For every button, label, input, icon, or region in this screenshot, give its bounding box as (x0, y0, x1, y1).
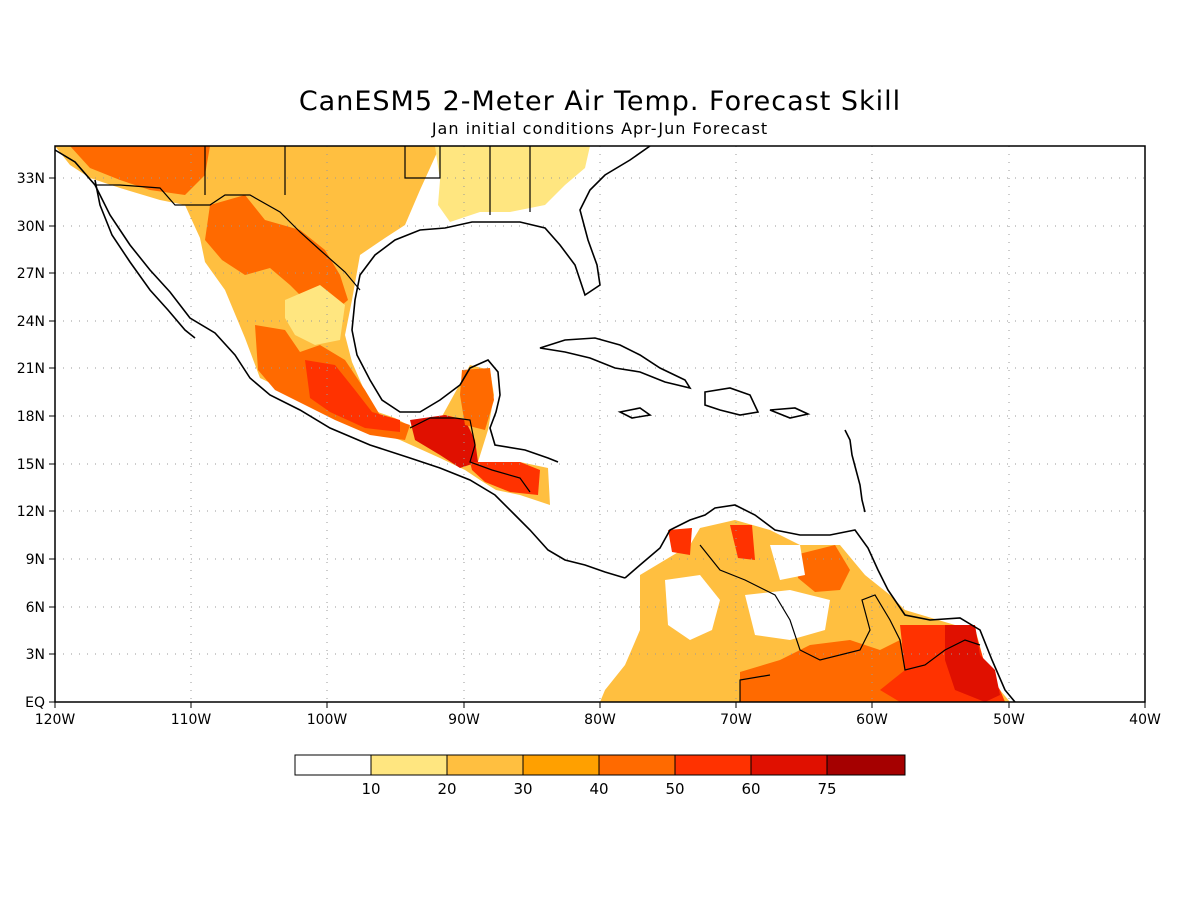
borders (95, 146, 981, 702)
map-title: CanESM5 2-Meter Air Temp. Forecast Skill (298, 86, 902, 117)
lon-label: 50W (993, 712, 1025, 728)
skill-region-low-skill-1 (665, 575, 720, 640)
skill-region-orinoco (795, 545, 850, 592)
lon-label: 90W (448, 712, 480, 728)
colorbar-label: 40 (589, 780, 608, 798)
colorbar-swatch (370, 754, 448, 776)
coast-cuba (539, 337, 692, 390)
colorbar-swatch (750, 754, 828, 776)
lon-label: 100W (307, 712, 348, 728)
lat-label: 15N (17, 457, 45, 473)
lat-label: 30N (17, 219, 45, 235)
skill-region-amapa (945, 625, 1000, 702)
skill-region-yucatan (460, 368, 494, 430)
colorbar-swatch (826, 754, 906, 776)
skill-region-honduras (470, 462, 540, 495)
skill-region-venezuela-peak (730, 525, 755, 560)
coast-lesser-antilles (844, 429, 866, 513)
colorbar-label: 10 (361, 780, 380, 798)
lon-label: 120W (35, 712, 76, 728)
lon-label: 110W (171, 712, 212, 728)
lon-tick-marks (54, 702, 1146, 708)
colorbar-swatch (446, 754, 524, 776)
skill-region-south-mexico (305, 360, 400, 432)
skill-region-us-south (435, 146, 590, 222)
lat-label: 12N (17, 504, 45, 520)
lat-label: EQ (25, 695, 45, 711)
border-us-states (204, 146, 531, 215)
coast-south-america (624, 504, 1016, 702)
lat-label: 27N (17, 266, 45, 282)
coastlines (55, 146, 1016, 702)
coast-jamaica (617, 407, 653, 419)
lon-tick-labels: 120W 110W 100W 90W 80W 70W 60W 50W 40W (35, 712, 1161, 728)
lon-label: 40W (1129, 712, 1161, 728)
lat-tick-labels: 33N 30N 27N 24N 21N 18N 15N 12N 9N 6N 3N… (17, 171, 45, 711)
lat-label: 33N (17, 171, 45, 187)
colorbar-swatch (674, 754, 752, 776)
skill-region-baja-north (70, 146, 210, 195)
lat-label: 3N (26, 647, 45, 663)
colorbar-swatch (598, 754, 676, 776)
lat-label: 6N (26, 600, 45, 616)
skill-shading (55, 146, 1010, 702)
lat-tick-marks (49, 177, 55, 703)
lon-label: 60W (856, 712, 888, 728)
skill-region-low-skill-3 (770, 545, 805, 580)
skill-region-colombia-peak (668, 528, 692, 555)
lon-label: 70W (720, 712, 752, 728)
coast-puerto-rico (769, 407, 811, 419)
coast-baja (94, 179, 196, 339)
colorbar-label: 75 (817, 780, 836, 798)
colorbar-swatch (294, 754, 372, 776)
map-grid (55, 146, 1145, 702)
map-subtitle: Jan initial conditions Apr-Jun Forecast (431, 119, 769, 138)
colorbar-label: 50 (665, 780, 684, 798)
border-us-mexico (95, 184, 361, 291)
border-central-america (409, 417, 531, 493)
coast-north-america (55, 149, 626, 579)
lon-label: 80W (584, 712, 616, 728)
lat-label: 9N (26, 552, 45, 568)
lat-label: 18N (17, 409, 45, 425)
colorbar-label: 30 (513, 780, 532, 798)
skill-region-sierra-madre (205, 195, 348, 315)
border-south-america (699, 544, 981, 702)
lat-label: 21N (17, 361, 45, 377)
skill-region-guatemala (410, 415, 478, 468)
lat-label: 24N (17, 314, 45, 330)
colorbar: 10 20 30 40 50 60 75 (294, 754, 906, 798)
coast-hispaniola (704, 387, 760, 416)
skill-region-chihuahua (285, 285, 345, 345)
colorbar-label: 60 (741, 780, 760, 798)
colorbar-swatch (522, 754, 600, 776)
coast-gulf (351, 146, 651, 463)
colorbar-label: 20 (437, 780, 456, 798)
